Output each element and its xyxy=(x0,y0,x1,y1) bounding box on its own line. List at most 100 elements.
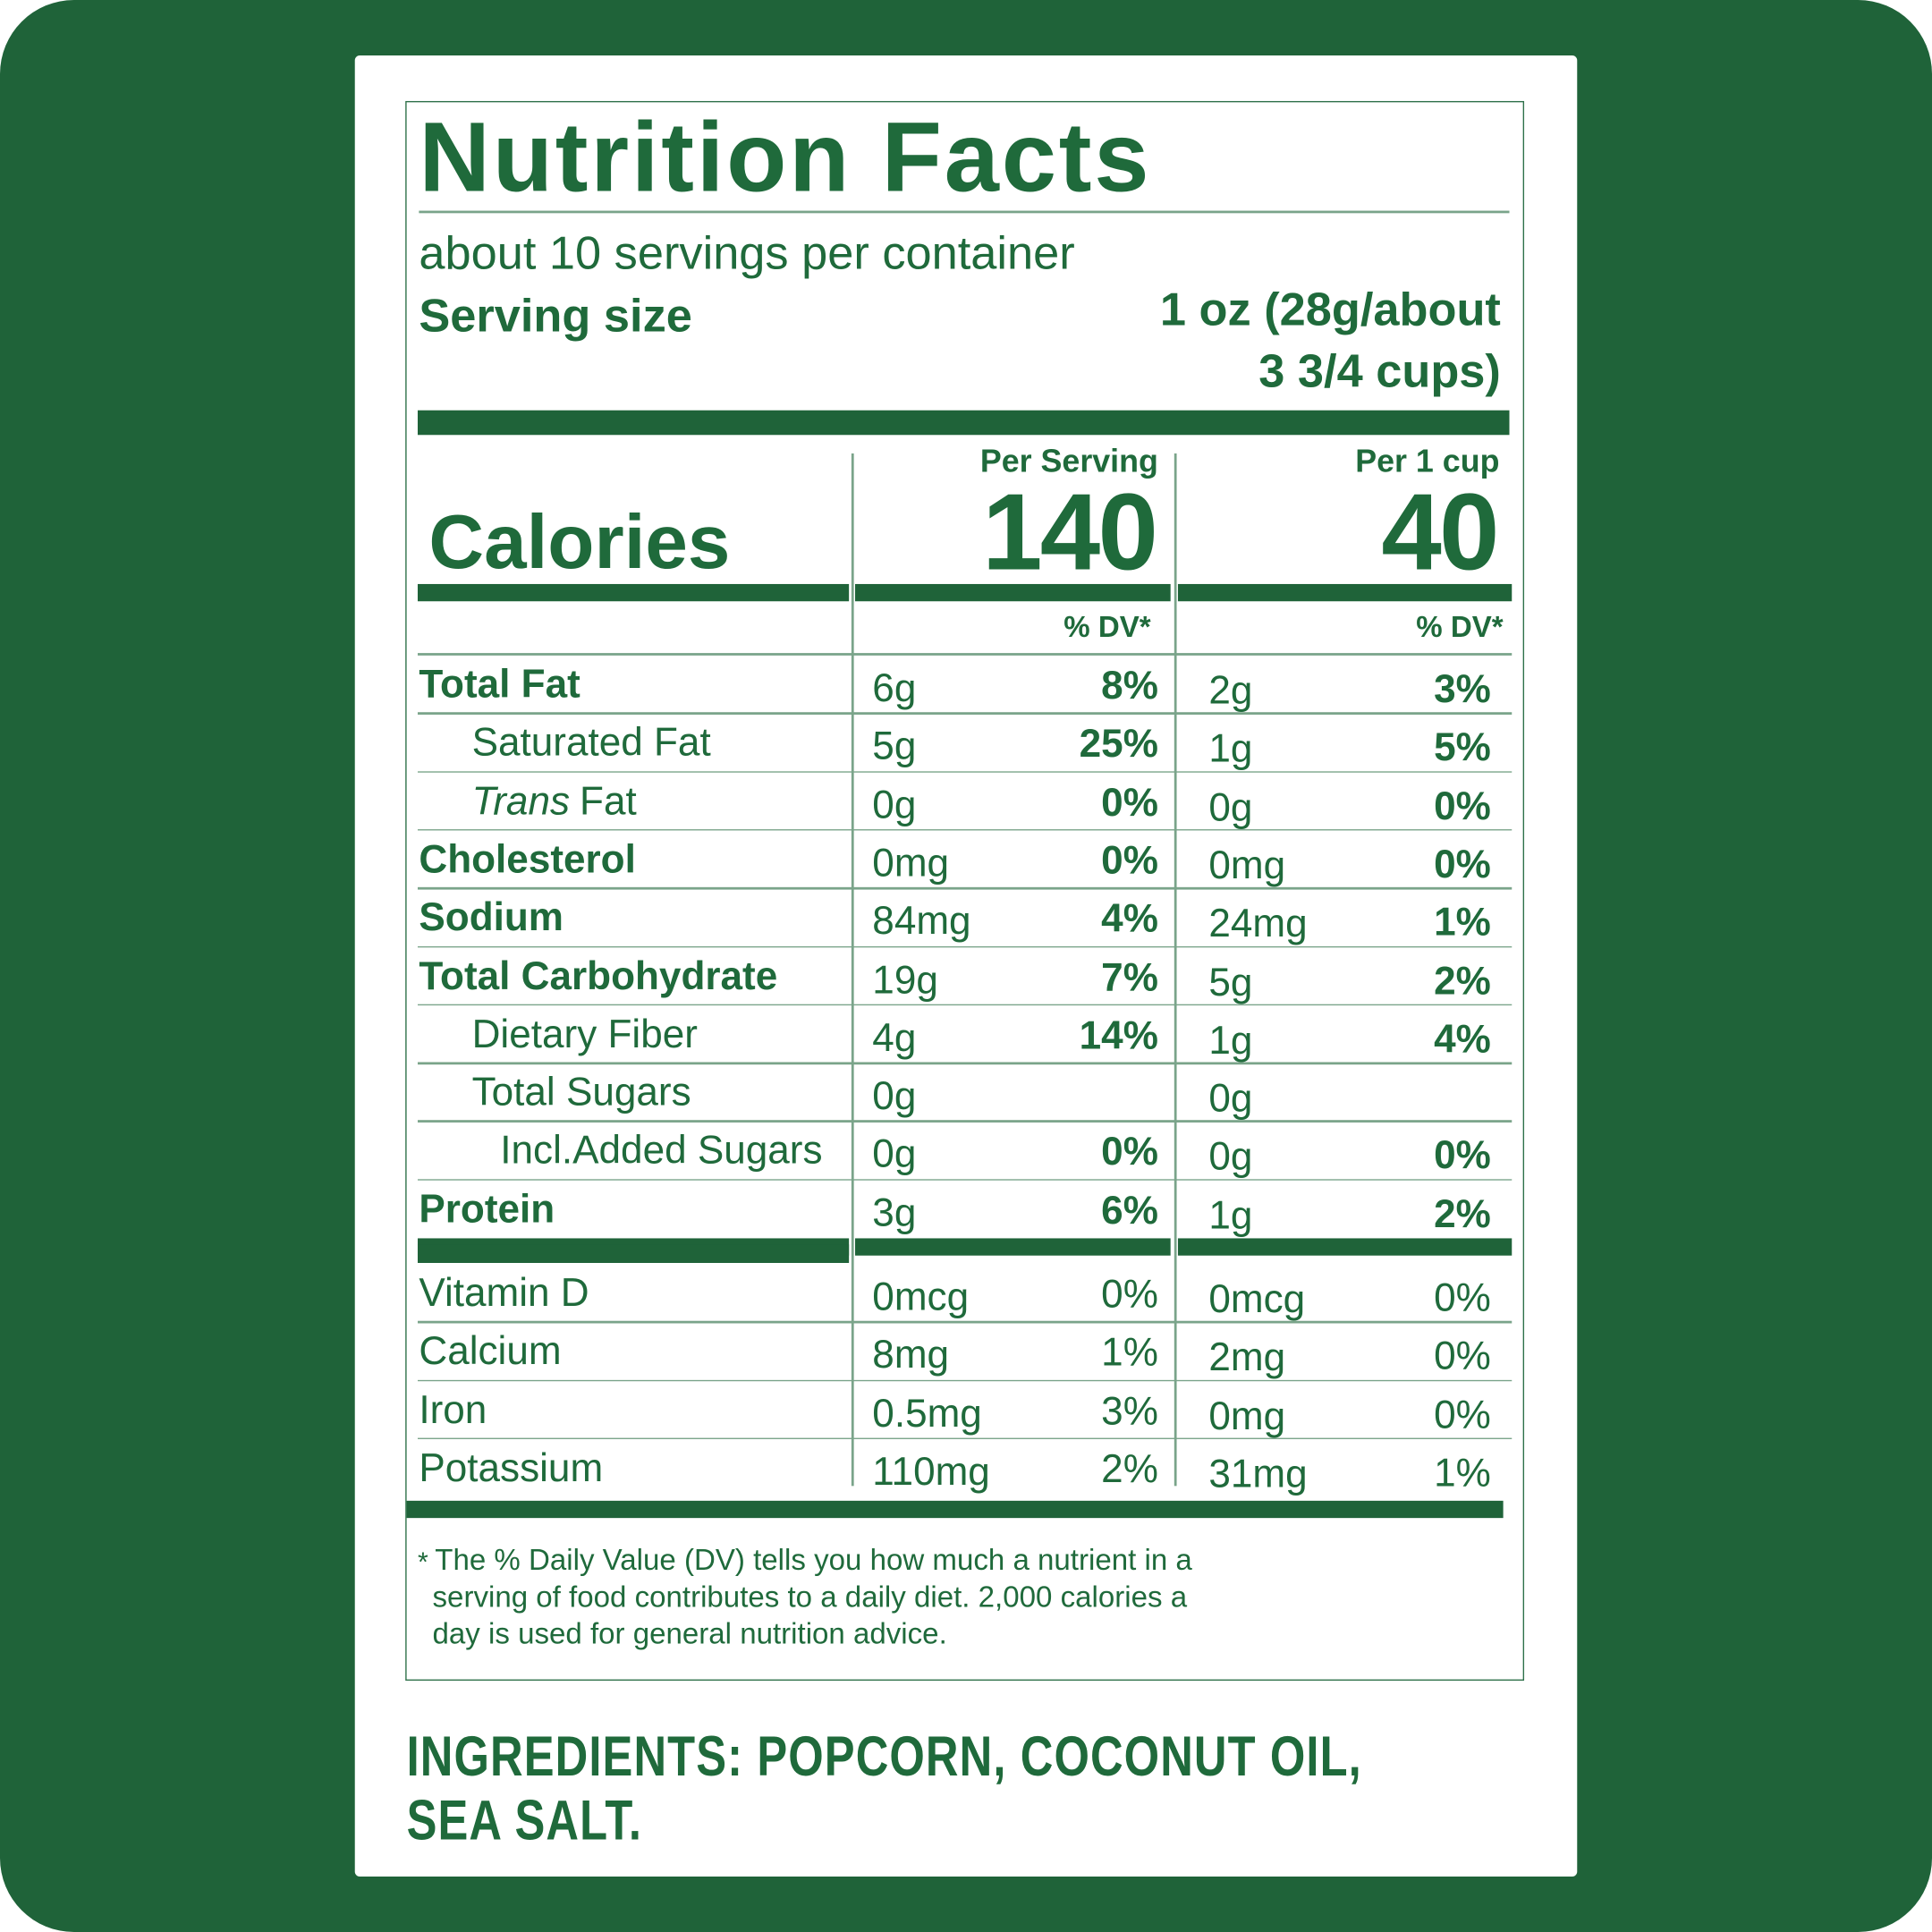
nutrient-name: Sodium xyxy=(419,894,564,939)
daily-value: 0% xyxy=(1434,1132,1491,1178)
amount: 2mg xyxy=(1208,1335,1286,1379)
nutrient-name: Vitamin D xyxy=(419,1270,589,1315)
rule xyxy=(417,1379,1513,1382)
amount: 8mg xyxy=(872,1332,950,1377)
column-divider xyxy=(1174,453,1176,1487)
dv-header: % DV* xyxy=(1063,611,1151,645)
servings: about 10 servings per container xyxy=(419,227,1075,280)
rule xyxy=(417,1062,1513,1064)
nutrient-name: Trans Fat xyxy=(472,781,637,820)
amount: 1g xyxy=(1208,1017,1253,1063)
amount: 1g xyxy=(1208,725,1253,771)
daily-value: 0% xyxy=(1101,837,1158,883)
daily-value: 7% xyxy=(1101,953,1158,999)
amount: 1g xyxy=(1208,1192,1253,1237)
daily-value: 8% xyxy=(1101,663,1158,708)
rule xyxy=(417,945,1513,948)
serving-size-value: 1 oz (28g/about xyxy=(1159,284,1501,337)
amount: 0g xyxy=(872,1131,917,1176)
daily-value: 0% xyxy=(1101,779,1158,825)
amount: 2g xyxy=(1208,667,1253,713)
amount: 4g xyxy=(872,1014,917,1060)
rule xyxy=(417,1120,1513,1123)
thick-rule xyxy=(406,1500,1504,1519)
daily-value: 0% xyxy=(1434,783,1491,828)
daily-value: 3% xyxy=(1434,666,1491,711)
daily-value: 14% xyxy=(1079,1013,1158,1057)
thick-rule xyxy=(1177,1238,1513,1256)
daily-value: 2% xyxy=(1101,1446,1158,1491)
nutrient-name: Iron xyxy=(419,1386,487,1432)
calories-value: 40 xyxy=(1381,470,1499,593)
calories-value: 140 xyxy=(982,470,1158,593)
daily-value: 5% xyxy=(1434,724,1491,770)
calories-label: Calories xyxy=(428,500,731,586)
amount: 6g xyxy=(872,665,917,710)
amount: 84mg xyxy=(872,898,971,944)
label-card xyxy=(354,55,1578,1877)
thick-rule xyxy=(855,583,1171,602)
daily-value: 1% xyxy=(1434,1450,1491,1495)
nutrient-name: Saturated Fat xyxy=(471,719,711,765)
daily-value: 0% xyxy=(1434,1333,1491,1378)
daily-value: 0% xyxy=(1101,1271,1158,1317)
amount: 5g xyxy=(872,724,917,768)
footnote-line: serving of food contributes to a daily d… xyxy=(432,1580,1188,1614)
rule xyxy=(417,887,1513,890)
nutrient-name: Calcium xyxy=(419,1328,562,1374)
amount: 0g xyxy=(872,1072,917,1118)
amount: 0g xyxy=(872,782,917,826)
daily-value: 2% xyxy=(1434,1191,1491,1236)
amount: 0mg xyxy=(872,840,950,885)
daily-value: 0% xyxy=(1434,1275,1491,1320)
calories-header: Per 1 cup xyxy=(1355,442,1500,479)
ingredients-line: INGREDIENTS: POPCORN, COCONUT OIL, xyxy=(406,1724,1362,1788)
thick-rule xyxy=(417,583,850,602)
nutrient-name: Potassium xyxy=(419,1445,604,1490)
daily-value: 6% xyxy=(1101,1187,1158,1233)
amount: 19g xyxy=(872,956,938,1002)
daily-value: 1% xyxy=(1434,899,1491,945)
rule xyxy=(417,653,1513,656)
amount: 0.5mg xyxy=(872,1390,982,1436)
thick-rule xyxy=(855,1238,1171,1256)
nutrient-name-rest: Fat xyxy=(580,778,637,823)
nutrient-name: Dietary Fiber xyxy=(471,1011,698,1056)
daily-value: 1% xyxy=(1101,1329,1158,1375)
rule xyxy=(417,712,1513,715)
serving-size-label: Serving size xyxy=(419,291,692,343)
amount: 0mcg xyxy=(1208,1276,1306,1321)
nutrient-name: Cholesterol xyxy=(419,836,636,881)
daily-value: 0% xyxy=(1101,1129,1158,1174)
amount: 3g xyxy=(872,1190,917,1234)
dv-header: % DV* xyxy=(1416,611,1504,645)
ingredients-line: SEA SALT. xyxy=(406,1787,643,1852)
footnote-line: day is used for general nutrition advice… xyxy=(432,1617,947,1651)
amount: 5g xyxy=(1208,959,1253,1004)
amount: 0g xyxy=(1208,784,1253,829)
amount: 31mg xyxy=(1208,1451,1308,1496)
rule xyxy=(417,1004,1513,1006)
footnote-mark: * xyxy=(417,1546,428,1578)
calories-header: Per Serving xyxy=(979,442,1158,479)
daily-value: 4% xyxy=(1101,895,1158,941)
nutrient-name: Total Sugars xyxy=(471,1069,691,1114)
nutrient-name: Protein xyxy=(419,1186,555,1231)
facts-box xyxy=(405,100,1525,1681)
rule xyxy=(417,1321,1513,1324)
rule xyxy=(417,1437,1513,1440)
serving-size-value: 3 3/4 cups) xyxy=(1258,346,1501,398)
thick-rule xyxy=(417,1244,850,1263)
nutrient-name: Total Carbohydrate xyxy=(419,953,778,998)
amount: 0g xyxy=(1208,1133,1253,1179)
rule xyxy=(417,770,1513,773)
title: Nutrition Facts xyxy=(419,102,1152,212)
nutrient-name-italic: Trans xyxy=(471,778,571,823)
thick-rule xyxy=(417,410,1510,436)
amount: 24mg xyxy=(1208,901,1308,945)
daily-value: 0% xyxy=(1434,1392,1491,1436)
thick-rule xyxy=(1177,583,1513,602)
amount: 0mg xyxy=(1208,1393,1286,1438)
